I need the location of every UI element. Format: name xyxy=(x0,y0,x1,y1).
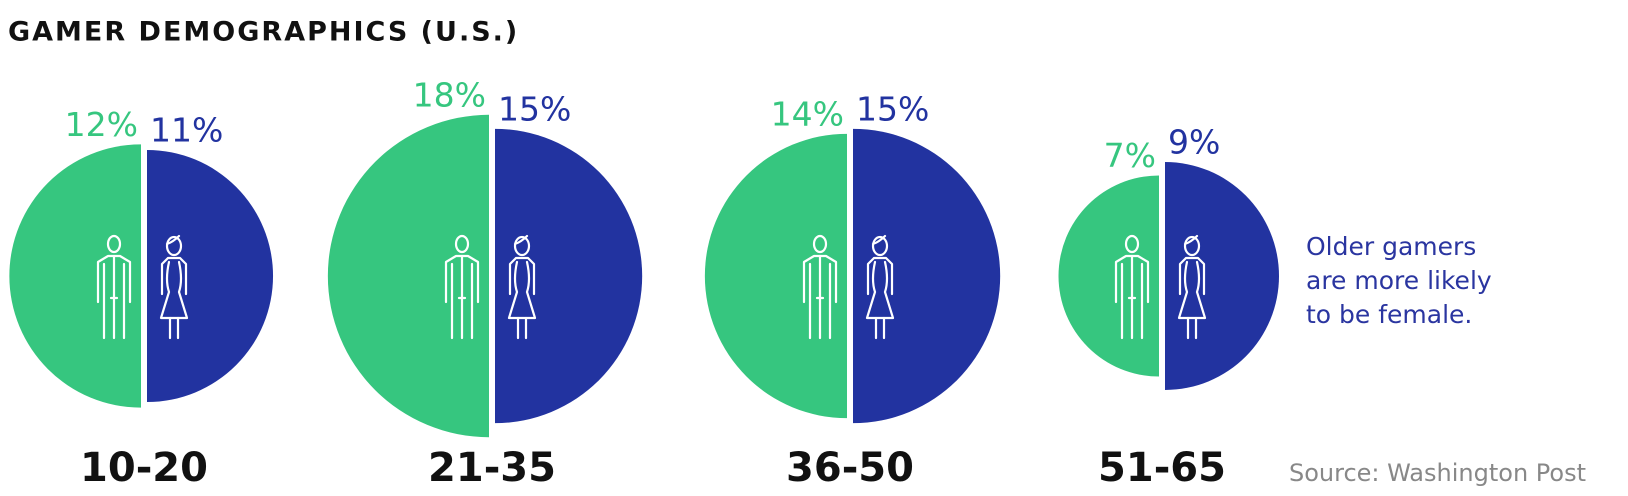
icon-stroke xyxy=(516,316,528,340)
icon-stroke xyxy=(454,234,470,254)
half-bubble xyxy=(1165,162,1279,390)
icon-stroke xyxy=(812,234,828,254)
half-bubble xyxy=(495,128,643,424)
icon-stroke xyxy=(159,260,189,320)
icon-stroke xyxy=(866,256,894,296)
icon-stroke xyxy=(106,234,122,254)
value-label: 7% xyxy=(1104,136,1156,175)
value-label: 12% xyxy=(65,105,138,144)
icon-stroke xyxy=(450,254,474,340)
source: Source: Washington Post xyxy=(1289,459,1586,487)
icon-stroke xyxy=(1177,260,1207,320)
half-bubble xyxy=(9,144,142,408)
male-icon xyxy=(96,234,132,340)
annotation-line: to be female. xyxy=(1306,300,1472,329)
annotation-line: are more likely xyxy=(1306,266,1492,295)
icon-stroke xyxy=(865,260,895,320)
icon-stroke xyxy=(1124,234,1140,254)
male-icon xyxy=(802,234,838,340)
icon-stroke xyxy=(513,234,531,257)
female-icon xyxy=(159,234,189,340)
icon-stroke xyxy=(1183,234,1201,257)
value-label: 15% xyxy=(498,89,571,128)
category-label: 21-35 xyxy=(428,445,556,491)
category-label: 51-65 xyxy=(1098,445,1226,491)
icon-stroke xyxy=(160,256,188,296)
chart-title: GAMER DEMOGRAPHICS (U.S.) xyxy=(8,17,519,48)
value-label: 18% xyxy=(413,75,486,114)
value-label: 15% xyxy=(856,89,929,128)
female-icon xyxy=(1177,234,1207,340)
half-bubble xyxy=(853,128,1001,424)
value-label: 9% xyxy=(1168,123,1220,162)
icon-stroke xyxy=(102,254,126,340)
female-icon xyxy=(865,234,895,340)
icon-stroke xyxy=(168,316,180,340)
half-bubble xyxy=(704,133,847,419)
value-label: 14% xyxy=(771,94,844,133)
icon-stroke xyxy=(508,256,536,296)
half-bubble xyxy=(327,114,489,438)
half-bubble xyxy=(147,149,274,403)
annotation-line: Older gamers xyxy=(1306,232,1476,261)
icon-stroke xyxy=(1186,316,1198,340)
category-label: 10-20 xyxy=(80,445,208,491)
icon-stroke xyxy=(874,316,886,340)
icon-stroke xyxy=(507,260,537,320)
female-icon xyxy=(507,234,537,340)
icon-stroke xyxy=(165,234,183,257)
value-label: 11% xyxy=(150,110,223,149)
category-label: 36-50 xyxy=(786,445,914,491)
male-icon xyxy=(1114,234,1150,340)
icon-stroke xyxy=(1178,256,1206,296)
icon-stroke xyxy=(871,234,889,257)
half-bubble xyxy=(1058,175,1159,377)
icon-stroke xyxy=(1120,254,1144,340)
icon-stroke xyxy=(808,254,832,340)
male-icon xyxy=(444,234,480,340)
